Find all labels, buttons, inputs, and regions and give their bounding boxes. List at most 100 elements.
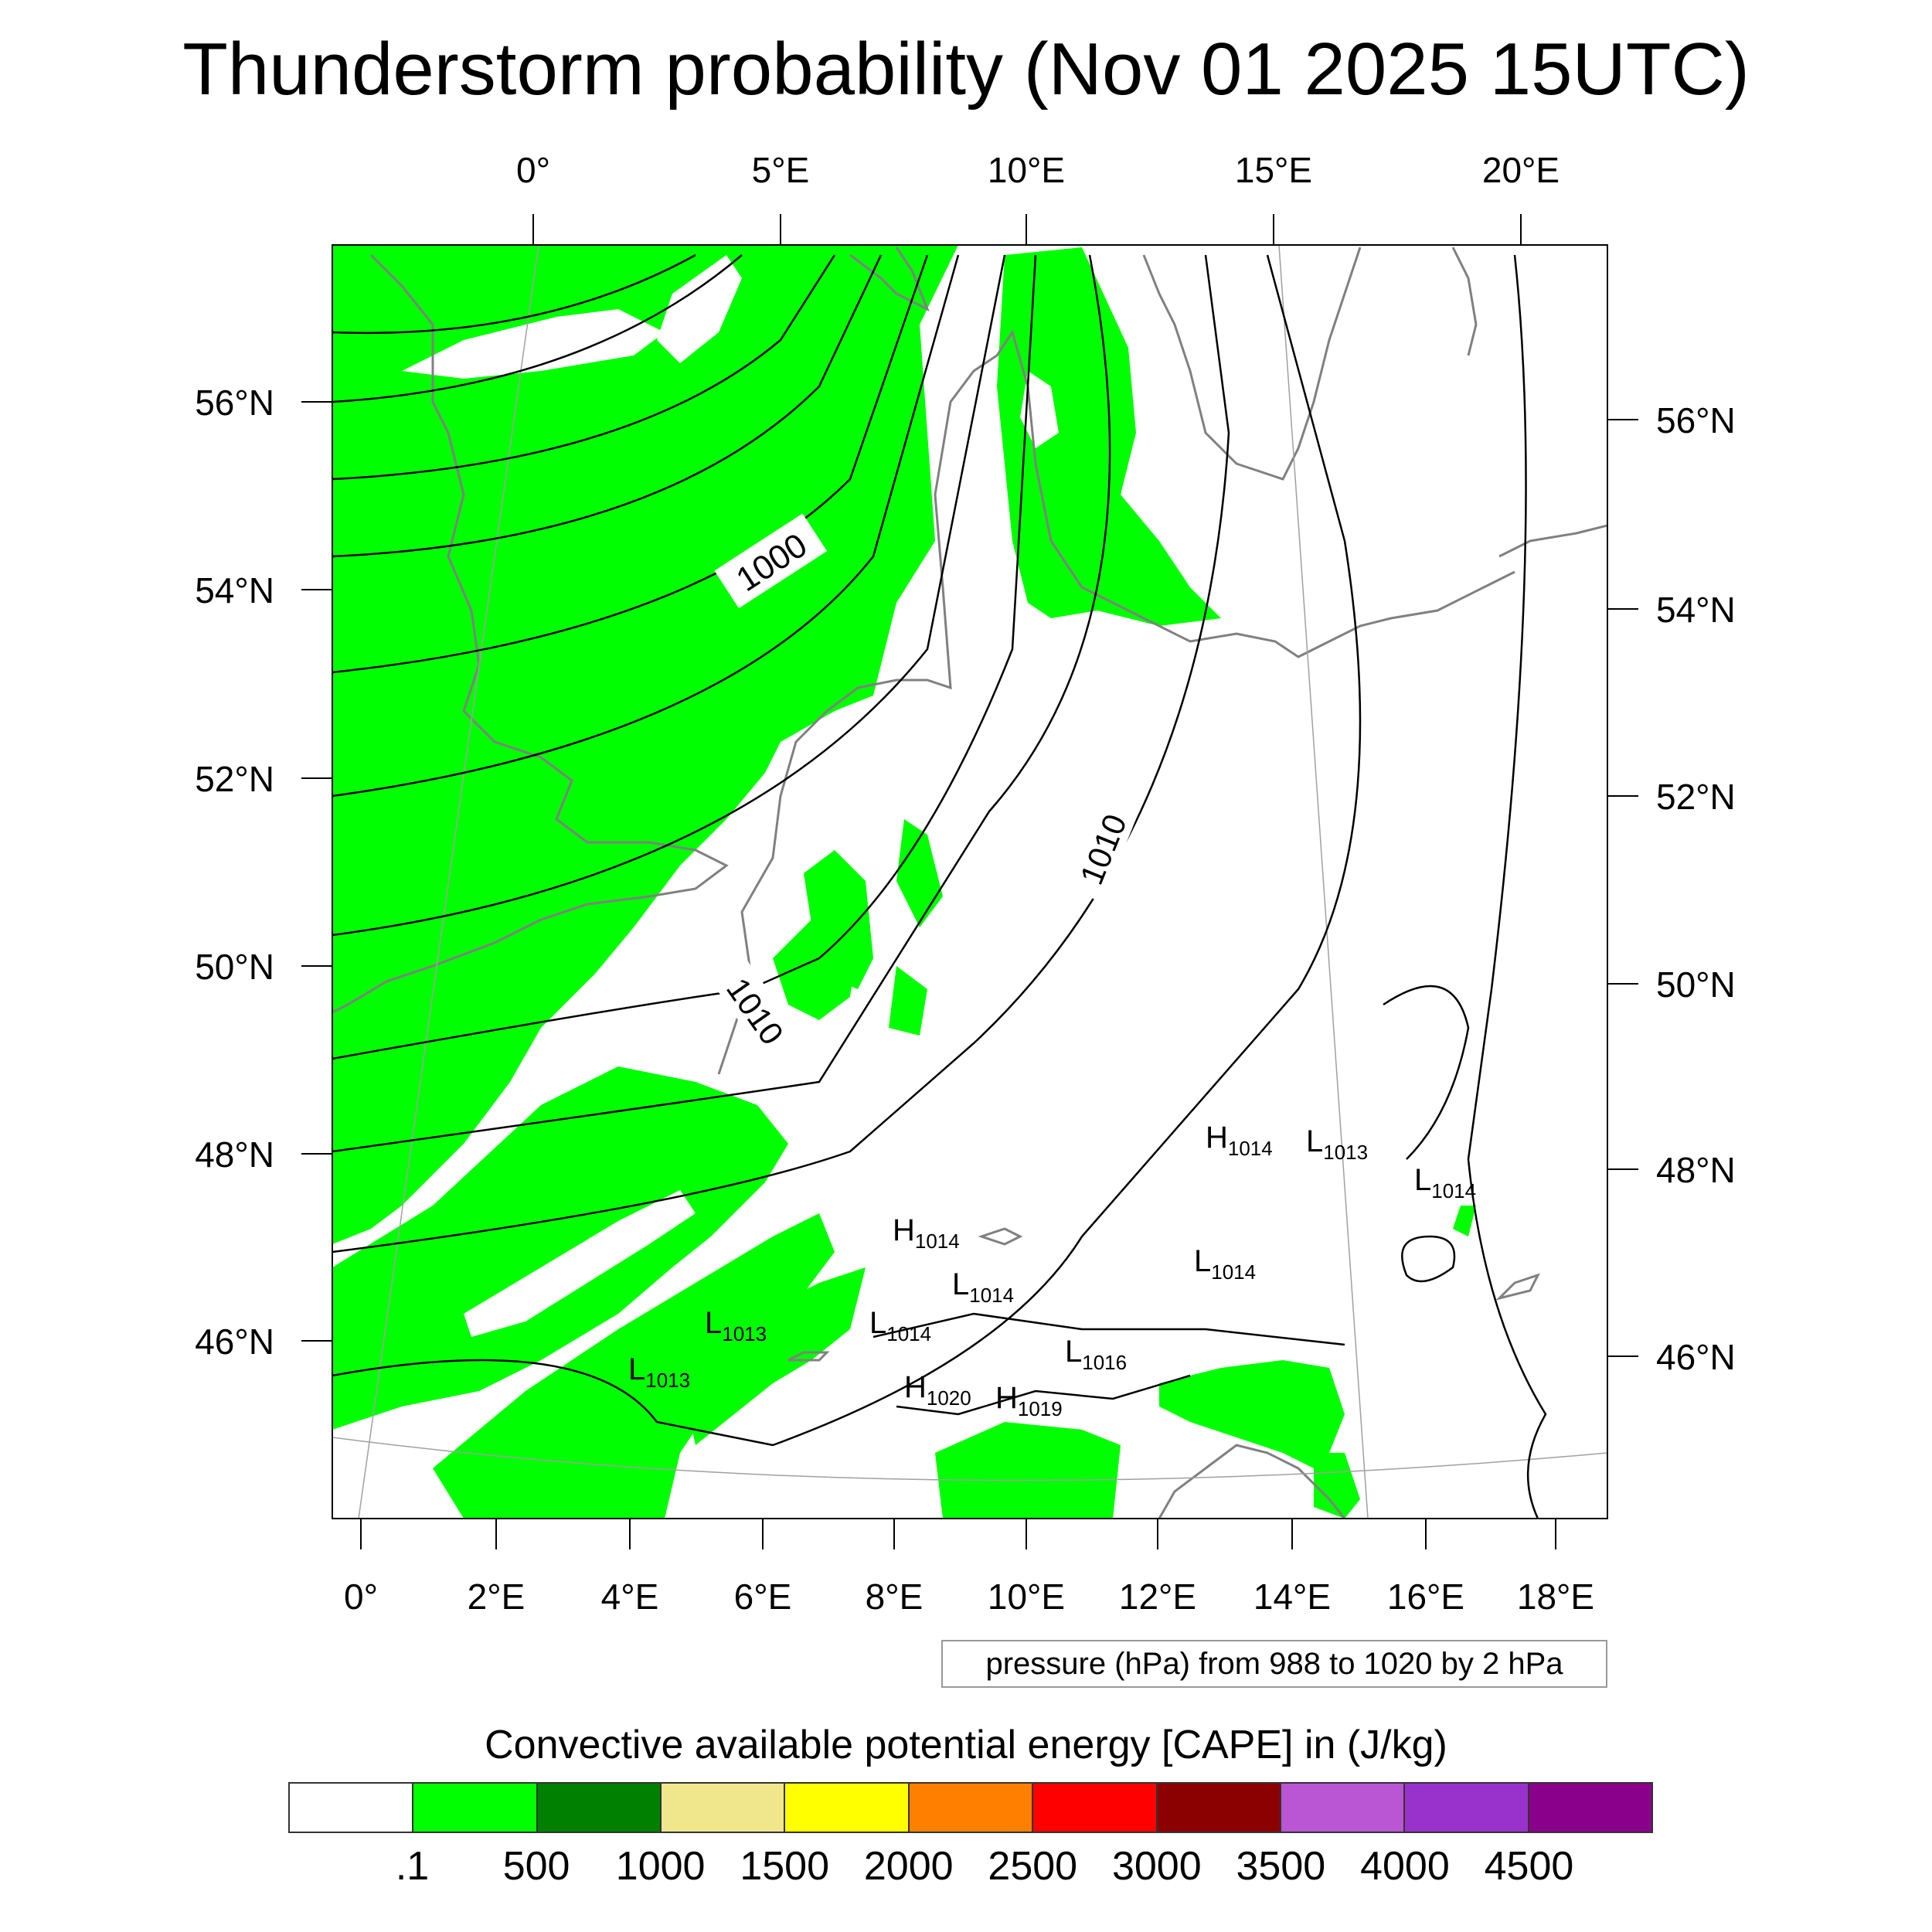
colorbar-label: 4000 — [1360, 1844, 1450, 1889]
colorbar-title: Convective available potential energy [C… — [485, 1723, 1447, 1767]
colorbar-label: 1000 — [615, 1844, 706, 1889]
contour-info-box: pressure (hPa) from 988 to 1020 by 2 hPa — [941, 1640, 1607, 1688]
lake-balaton — [1495, 1273, 1540, 1301]
coast-adriatic — [1205, 1444, 1346, 1519]
colorbar-swatch — [537, 1784, 662, 1832]
cape-area-france — [433, 1213, 835, 1519]
pressure-centers: H1014 L1013 L1014 H1014 L1014 L1014 L101… — [628, 1121, 1476, 1420]
cape-area-southwest — [332, 1066, 788, 1430]
cape-area-slovakia — [1453, 1206, 1476, 1236]
left-lat-label: 48°N — [195, 1134, 274, 1175]
lake-geneva — [787, 1351, 830, 1362]
pressure-center: L1014 — [869, 1306, 931, 1345]
top-lon-label: 0° — [516, 150, 550, 190]
colorbar-swatch — [1529, 1784, 1651, 1832]
top-lon-label: 20°E — [1482, 150, 1560, 190]
left-lat-label: 54°N — [195, 570, 274, 611]
colorbar-swatch — [1405, 1784, 1529, 1832]
cape-area-belgium — [896, 819, 943, 927]
left-lat-label: 52°N — [195, 759, 274, 799]
top-lon-label: 5°E — [752, 150, 810, 190]
left-lat-label: 46°N — [195, 1321, 274, 1362]
colorbar-swatch — [785, 1784, 910, 1832]
bottom-lon-label: 10°E — [988, 1577, 1065, 1617]
bottom-lon-label: 8°E — [866, 1577, 923, 1617]
cape-gaps — [402, 255, 1059, 1337]
colorbar-label: 2500 — [988, 1844, 1078, 1889]
right-lat-label: 48°N — [1656, 1150, 1736, 1190]
map-panel: 1000 1010 1010 H1014 L1013 L1014 H1014 L… — [332, 245, 1607, 1519]
pressure-center: L1013 — [628, 1352, 690, 1392]
cape-area-adriatic — [1159, 1360, 1345, 1468]
colorbar-label: 1500 — [740, 1844, 830, 1889]
colorbar-swatch — [1281, 1784, 1406, 1832]
cape-area-adriatic-south — [1314, 1453, 1360, 1519]
bottom-lon-label: 16°E — [1387, 1577, 1464, 1617]
cape-area-northwest — [332, 294, 402, 386]
pressure-center: H1019 — [995, 1381, 1063, 1420]
bottom-lon-label: 2°E — [468, 1577, 526, 1617]
right-lat-label: 54°N — [1656, 590, 1736, 630]
bottom-lon-label: 6°E — [734, 1577, 792, 1617]
left-lat-label: 56°N — [195, 383, 274, 423]
pressure-center: H1014 — [1206, 1121, 1273, 1160]
coast-continent — [717, 329, 1515, 1075]
colorbar-label: .1 — [395, 1844, 430, 1889]
right-lat-label: 50°N — [1656, 964, 1736, 1005]
colorbar-label: 2000 — [863, 1844, 954, 1889]
top-lon-label: 15°E — [1235, 150, 1312, 190]
isobars — [332, 253, 1547, 1519]
top-lon-label: 10°E — [988, 150, 1065, 190]
pressure-center: L1016 — [1065, 1335, 1127, 1374]
right-lat-label: 56°N — [1656, 400, 1736, 440]
right-axis: 56°N 54°N 52°N 50°N 48°N 46°N — [1656, 400, 1736, 1377]
pressure-center: L1013 — [1306, 1124, 1368, 1164]
map-frame — [332, 244, 1608, 1519]
right-lat-label: 46°N — [1656, 1337, 1736, 1377]
bottom-lon-label: 12°E — [1119, 1577, 1196, 1617]
left-axis: 56°N 54°N 52°N 50°N 48°N 46°N — [195, 383, 274, 1362]
colorbar-label: 3000 — [1111, 1844, 1202, 1889]
bottom-axis: 0° 2°E 4°E 6°E 8°E 10°E 12°E 14°E 16°E 1… — [344, 1577, 1594, 1617]
coast-baltic-east — [1498, 524, 1607, 558]
coast-italy — [1158, 1467, 1206, 1519]
coast-sweden — [1142, 247, 1362, 481]
bottom-lon-label: 14°E — [1253, 1577, 1331, 1617]
colorbar-swatch — [290, 1784, 414, 1832]
bottom-lon-label: 18°E — [1517, 1577, 1594, 1617]
lake-constance — [978, 1227, 1023, 1246]
cape-area-italy-north — [935, 1422, 1121, 1519]
graticule — [332, 245, 1607, 1519]
coast-finland — [1451, 247, 1478, 356]
colorbar-swatch — [662, 1784, 786, 1832]
pressure-center: H1014 — [893, 1213, 960, 1253]
pressure-center: L1014 — [952, 1267, 1014, 1307]
colorbar-label: 500 — [502, 1844, 570, 1889]
left-lat-label: 50°N — [195, 947, 274, 987]
pressure-center: L1014 — [1194, 1244, 1256, 1284]
colorbar-swatch — [413, 1784, 538, 1832]
colorbar — [288, 1782, 1653, 1833]
bottom-lon-label: 4°E — [601, 1577, 659, 1617]
colorbar-labels: .1 500 1000 1500 2000 2500 3000 3500 4000 4500 — [288, 1839, 1653, 1893]
colorbar-swatch — [1033, 1784, 1158, 1832]
pressure-center: H1020 — [904, 1370, 971, 1410]
colorbar-swatch — [909, 1784, 1034, 1832]
cape-area-west — [332, 245, 958, 1244]
cape-area-luxembourg — [889, 966, 927, 1036]
tick-marks — [301, 214, 1638, 1549]
cape-area-germany-west — [804, 850, 873, 989]
top-axis: 0° 5°E 10°E 15°E 20°E — [516, 150, 1560, 190]
colorbar-label: 4500 — [1484, 1844, 1574, 1889]
coast-britain — [332, 253, 729, 1014]
pressure-center: L1013 — [705, 1306, 767, 1345]
coastlines — [332, 247, 1607, 1519]
colorbar-swatch — [1157, 1784, 1281, 1832]
cape-area-alps — [680, 1267, 866, 1445]
map-title: Thunderstorm probability (Nov 01 2025 15… — [182, 28, 1750, 111]
right-lat-label: 52°N — [1656, 777, 1736, 817]
pressure-center: L1014 — [1414, 1163, 1476, 1202]
colorbar-label: 3500 — [1236, 1844, 1326, 1889]
bottom-lon-label: 0° — [344, 1577, 378, 1617]
